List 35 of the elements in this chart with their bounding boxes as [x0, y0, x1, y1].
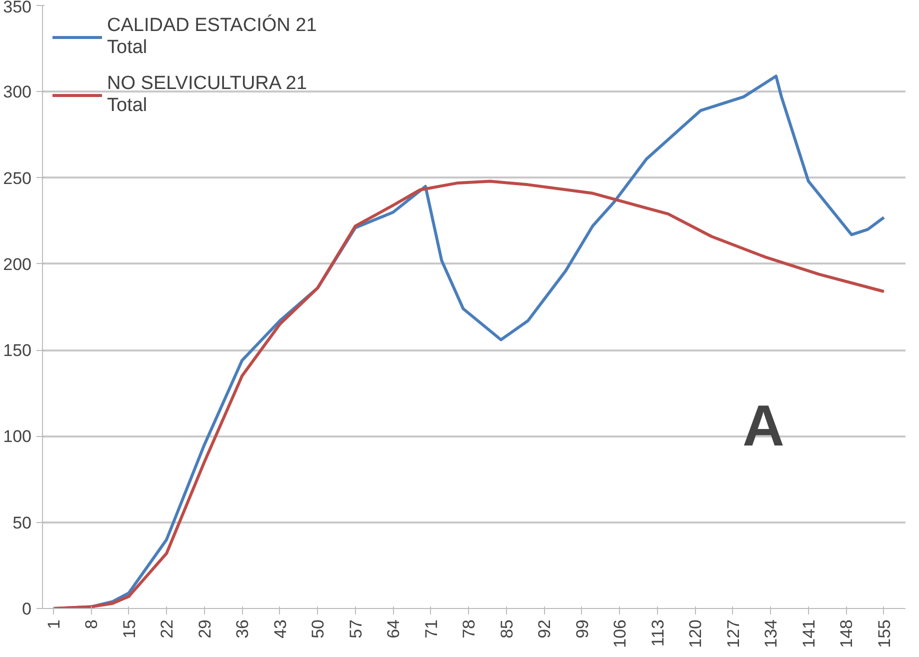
x-tick-label: 64 [384, 619, 404, 638]
y-tick-label: 50 [12, 513, 32, 532]
x-tick-label: 92 [535, 619, 554, 638]
legend-label: CALIDAD ESTACIÓN 21 Total [107, 15, 317, 59]
y-tick-label: 250 [3, 168, 32, 188]
x-tick-label: 71 [422, 619, 441, 638]
x-tick-label: 43 [270, 619, 290, 638]
x-tick-label: 1 [44, 619, 64, 629]
x-tick-label: 57 [346, 619, 366, 638]
y-tick-label: 200 [3, 254, 32, 274]
x-tick-label: 78 [460, 619, 479, 638]
y-tick-label: 300 [3, 82, 32, 102]
x-tick-label: 134 [762, 619, 781, 648]
x-tick-label: 127 [724, 619, 743, 648]
x-tick-label: 148 [837, 619, 856, 648]
x-tick-label: 50 [308, 619, 328, 638]
y-tick-label: 350 [3, 0, 32, 16]
x-tick-label: 8 [82, 619, 102, 629]
x-tick-label: 113 [648, 619, 668, 647]
x-tick-label: 155 [874, 619, 894, 648]
x-tick-label: 85 [497, 619, 516, 638]
x-tick-label: 36 [233, 619, 252, 638]
y-tick-label: 100 [3, 427, 32, 446]
x-tick-label: 106 [610, 619, 630, 648]
line-series [52, 180, 886, 608]
x-tick-label: 99 [572, 619, 592, 638]
x-tick-label: 22 [158, 619, 177, 638]
x-tick-label: 15 [120, 619, 139, 638]
x-tick-label: 120 [686, 619, 706, 648]
y-tick-label: 150 [3, 341, 32, 360]
x-tick-label: 29 [195, 619, 214, 638]
legend-label: NO SELVICULTURA 21 Total [107, 73, 307, 117]
annotation: A [742, 394, 784, 458]
x-tick-label: 141 [799, 619, 818, 648]
y-tick-label: 0 [22, 600, 32, 618]
